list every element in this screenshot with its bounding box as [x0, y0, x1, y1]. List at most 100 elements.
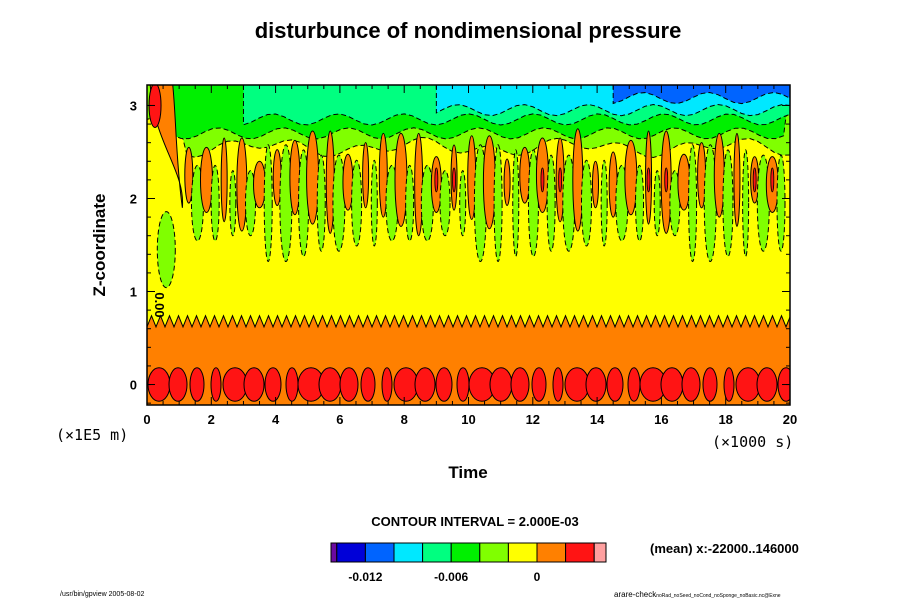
- negative-cell: [776, 154, 786, 252]
- y-tick-label: 0: [130, 378, 137, 393]
- chart-title: disturbunce of nondimensional pressure: [255, 18, 682, 43]
- positive-core: [168, 367, 188, 402]
- footer-right: arare-checknoRad_noSeed_noCond_noSponge_…: [614, 590, 781, 599]
- positive-cell-core: [752, 167, 757, 193]
- positive-core: [702, 367, 718, 402]
- positive-cell-core: [646, 167, 651, 193]
- contour-label: 0.00: [152, 292, 167, 317]
- x-tick-label: 0: [143, 412, 150, 427]
- positive-core: [510, 367, 530, 402]
- negative-cell: [580, 159, 592, 247]
- negative-band-top: [612, 85, 790, 105]
- y-tick-label: 2: [130, 191, 137, 206]
- positive-core: [210, 367, 222, 402]
- contour-interval-text: CONTOUR INTERVAL = 2.000E-03: [371, 514, 578, 529]
- positive-cell: [394, 132, 408, 227]
- positive-cell: [677, 153, 691, 211]
- positive-core: [264, 367, 282, 402]
- positive-cell-core: [452, 167, 456, 193]
- positive-core: [318, 367, 342, 402]
- positive-cell: [220, 137, 228, 223]
- positive-cell-core: [664, 167, 669, 193]
- positive-cell-core: [558, 167, 563, 193]
- colorbar-tick-label: -0.012: [348, 570, 382, 584]
- positive-cell-core: [434, 167, 439, 193]
- negative-cell: [210, 164, 220, 242]
- positive-cell-core: [770, 167, 775, 193]
- colorbar-segment: [593, 542, 607, 563]
- negative-cell: [370, 159, 378, 247]
- footer-right-sub: noRad_noSeed_noCond_noSponge_noBasic.nc@…: [656, 593, 781, 599]
- negative-cell: [546, 154, 556, 252]
- negative-cell: [316, 154, 326, 252]
- x-tick-label: 14: [590, 412, 605, 427]
- negative-cell: [229, 170, 237, 237]
- x-tick-label: 16: [654, 412, 668, 427]
- x-tick-label: 6: [336, 412, 343, 427]
- negative-cell: [635, 164, 645, 242]
- colorbar: -0.012 -0.006 0: [330, 542, 607, 584]
- positive-core: [456, 367, 470, 402]
- positive-cell: [184, 146, 194, 204]
- positive-core: [735, 367, 761, 402]
- colorbar-tick-label: -0.006: [434, 570, 468, 584]
- positive-core: [393, 367, 419, 402]
- positive-core: [627, 367, 641, 402]
- negative-cell: [263, 144, 273, 263]
- positive-cell: [591, 160, 599, 209]
- positive-cell-core: [540, 167, 545, 193]
- positive-cell: [733, 132, 741, 227]
- mean-text: (mean) x:-22000..146000: [650, 541, 799, 556]
- negative-cell: [459, 170, 467, 237]
- negative-cell: [722, 149, 734, 257]
- positive-core: [435, 367, 453, 402]
- colorbar-tick-label: 0: [534, 570, 541, 584]
- positive-core: [681, 367, 701, 402]
- positive-core: [606, 367, 624, 402]
- negative-cell: [351, 159, 363, 247]
- contour-field: [147, 85, 790, 405]
- positive-cell: [378, 132, 388, 218]
- colorbar-segment: [450, 542, 481, 563]
- footer-left: /usr/bin/gpview 2005-08-02: [60, 591, 145, 598]
- negative-cell: [688, 144, 698, 263]
- colorbar-segment: [330, 542, 338, 563]
- positive-cell: [482, 135, 496, 230]
- x-tick-label: 20: [783, 412, 797, 427]
- y-axis-label: Z-coordinate: [90, 194, 109, 297]
- x-tick-label: 2: [208, 412, 215, 427]
- negative-cell: [512, 149, 520, 257]
- y-tick-label: 1: [130, 285, 137, 300]
- colorbar-segment: [536, 542, 567, 563]
- positive-core: [489, 367, 513, 402]
- x-tick-label: 18: [718, 412, 732, 427]
- positive-core: [660, 367, 684, 402]
- negative-cell: [156, 211, 176, 289]
- colorbar-segment: [479, 542, 509, 563]
- positive-core: [756, 367, 778, 402]
- positive-cell: [236, 137, 248, 232]
- positive-core: [531, 367, 547, 402]
- positive-core: [564, 367, 590, 402]
- positive-core: [243, 367, 265, 402]
- x-tick-label: 12: [526, 412, 540, 427]
- negative-cell: [493, 144, 503, 263]
- positive-cell: [503, 158, 511, 206]
- negative-cell: [600, 159, 608, 247]
- positive-core: [222, 367, 248, 402]
- y-unit-label: (×1E5 m): [56, 426, 128, 444]
- colorbar-segment: [336, 542, 366, 563]
- y-tick-label: 3: [130, 98, 137, 113]
- x-axis-label: Time: [448, 463, 487, 482]
- positive-core: [414, 367, 436, 402]
- positive-cell: [199, 146, 213, 213]
- positive-core: [723, 367, 735, 402]
- positive-core: [360, 367, 376, 402]
- positive-cell: [414, 132, 424, 237]
- x-tick-label: 10: [461, 412, 475, 427]
- negative-cell: [742, 149, 750, 257]
- positive-core: [285, 367, 299, 402]
- negative-cell: [653, 170, 661, 237]
